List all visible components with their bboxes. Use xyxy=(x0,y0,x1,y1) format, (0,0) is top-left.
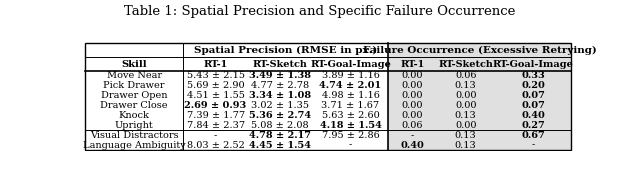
Bar xyxy=(388,57,571,71)
Bar xyxy=(388,120,571,130)
Text: 0.07: 0.07 xyxy=(521,101,545,110)
Text: 4.51 ± 1.55: 4.51 ± 1.55 xyxy=(187,91,244,100)
Text: 7.39 ± 1.77: 7.39 ± 1.77 xyxy=(186,111,244,120)
Text: 0.13: 0.13 xyxy=(455,131,477,140)
Bar xyxy=(388,130,571,140)
Text: Failure Occurrence (Excessive Retrying): Failure Occurrence (Excessive Retrying) xyxy=(363,45,596,55)
Text: 0.00: 0.00 xyxy=(401,101,423,110)
Text: 5.69 ± 2.90: 5.69 ± 2.90 xyxy=(187,81,244,90)
Text: 0.13: 0.13 xyxy=(455,111,477,120)
Text: 3.02 ± 1.35: 3.02 ± 1.35 xyxy=(252,101,309,110)
Text: 3.89 ± 1.16: 3.89 ± 1.16 xyxy=(321,71,380,80)
Text: 0.06: 0.06 xyxy=(401,121,423,130)
Text: 7.84 ± 2.37: 7.84 ± 2.37 xyxy=(186,121,244,130)
Bar xyxy=(85,43,571,150)
Text: Drawer Close: Drawer Close xyxy=(100,101,168,110)
Text: 4.45 ± 1.54: 4.45 ± 1.54 xyxy=(249,141,311,150)
Text: RT-Goal-Image: RT-Goal-Image xyxy=(493,59,573,69)
Text: Visual Distractors: Visual Distractors xyxy=(90,131,179,140)
Text: Skill: Skill xyxy=(122,59,147,69)
Text: 0.13: 0.13 xyxy=(455,141,477,150)
Text: RT-1: RT-1 xyxy=(204,59,228,69)
Text: 0.20: 0.20 xyxy=(521,81,545,90)
Text: 0.00: 0.00 xyxy=(401,81,423,90)
Bar xyxy=(388,81,571,91)
Bar xyxy=(388,140,571,150)
Bar xyxy=(388,91,571,100)
Text: 0.40: 0.40 xyxy=(401,141,424,150)
Text: 0.07: 0.07 xyxy=(521,91,545,100)
Text: 0.00: 0.00 xyxy=(401,71,423,80)
Text: Move Near: Move Near xyxy=(107,71,162,80)
Text: 3.34 ± 1.08: 3.34 ± 1.08 xyxy=(249,91,311,100)
Text: RT-1: RT-1 xyxy=(400,59,424,69)
Text: Pick Drawer: Pick Drawer xyxy=(104,81,165,90)
Text: 4.74 ± 2.01: 4.74 ± 2.01 xyxy=(319,81,381,90)
Text: 0.40: 0.40 xyxy=(521,111,545,120)
Bar xyxy=(388,43,571,57)
Text: 2.69 ± 0.93: 2.69 ± 0.93 xyxy=(184,101,247,110)
Text: 7.95 ± 2.86: 7.95 ± 2.86 xyxy=(322,131,380,140)
Text: 0.00: 0.00 xyxy=(455,91,476,100)
Text: 8.03 ± 2.52: 8.03 ± 2.52 xyxy=(187,141,244,150)
Text: Upright: Upright xyxy=(115,121,154,130)
Bar xyxy=(388,110,571,120)
Text: 3.49 ± 1.38: 3.49 ± 1.38 xyxy=(249,71,311,80)
Bar xyxy=(388,100,571,110)
Text: 5.43 ± 2.15: 5.43 ± 2.15 xyxy=(187,71,244,80)
Text: 3.71 ± 1.67: 3.71 ± 1.67 xyxy=(321,101,380,110)
Text: Language Ambiguity: Language Ambiguity xyxy=(83,141,186,150)
Text: 5.36 ± 2.74: 5.36 ± 2.74 xyxy=(249,111,311,120)
Text: 0.00: 0.00 xyxy=(455,121,476,130)
Text: -: - xyxy=(411,131,414,140)
Text: 0.13: 0.13 xyxy=(455,81,477,90)
Text: 0.33: 0.33 xyxy=(521,71,545,80)
Text: 4.77 ± 2.78: 4.77 ± 2.78 xyxy=(251,81,309,90)
Text: Drawer Open: Drawer Open xyxy=(101,91,168,100)
Text: 4.78 ± 2.17: 4.78 ± 2.17 xyxy=(249,131,311,140)
Text: -: - xyxy=(531,141,535,150)
Text: Table 1: Spatial Precision and Specific Failure Occurrence: Table 1: Spatial Precision and Specific … xyxy=(124,5,516,18)
Text: -: - xyxy=(349,141,352,150)
Text: 0.27: 0.27 xyxy=(521,121,545,130)
Text: Knock: Knock xyxy=(118,111,150,120)
Text: 0.67: 0.67 xyxy=(521,131,545,140)
Text: Spatial Precision (RMSE in px.): Spatial Precision (RMSE in px.) xyxy=(194,45,378,55)
Text: 5.63 ± 2.60: 5.63 ± 2.60 xyxy=(322,111,380,120)
Bar xyxy=(388,71,571,81)
Text: 0.06: 0.06 xyxy=(455,71,476,80)
Text: 5.08 ± 2.08: 5.08 ± 2.08 xyxy=(252,121,309,130)
Text: 0.00: 0.00 xyxy=(401,91,423,100)
Text: RT-Goal-Image: RT-Goal-Image xyxy=(310,59,391,69)
Text: -: - xyxy=(214,131,217,140)
Text: 4.18 ± 1.54: 4.18 ± 1.54 xyxy=(319,121,381,130)
Text: RT-Sketch: RT-Sketch xyxy=(253,59,308,69)
Text: RT-Sketch: RT-Sketch xyxy=(438,59,493,69)
Text: 4.98 ± 1.16: 4.98 ± 1.16 xyxy=(321,91,380,100)
Text: 0.00: 0.00 xyxy=(455,101,476,110)
Text: 0.00: 0.00 xyxy=(401,111,423,120)
